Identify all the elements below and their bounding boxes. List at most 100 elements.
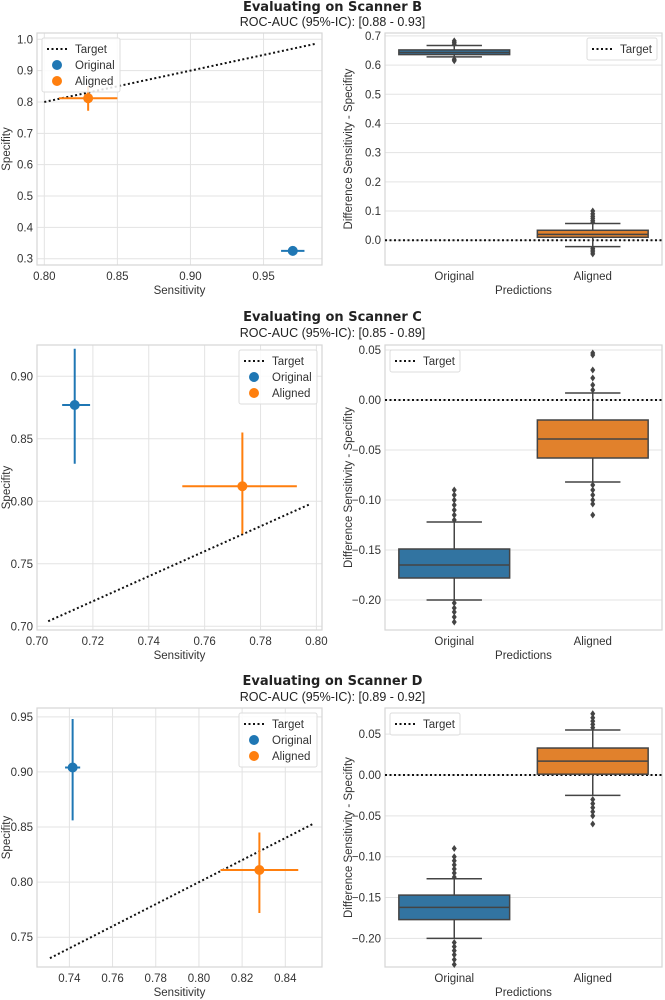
- panel-d-box-aligned-outlier: [590, 812, 596, 820]
- panel-b-scatter-xtick-label: 0.95: [252, 271, 274, 283]
- panel-d-box-aligned-outlier: [590, 796, 596, 804]
- panel-d-box-original-outlier: [451, 869, 457, 877]
- panel-b-scatter-ytick-label: 0.5: [17, 191, 33, 203]
- panel-d-scatter-original-point: [67, 762, 78, 773]
- panel-d-scatter-ylabel: Specifity: [1, 816, 13, 860]
- panel-c-scatter-ytick-label: 0.75: [11, 559, 33, 571]
- panel-b-box-ytick-label: 0.6: [365, 60, 381, 72]
- panel-d-scatter-xtick-label: 0.80: [188, 973, 210, 985]
- panel-d-box-aligned-outlier: [590, 714, 596, 722]
- panel-d-scatter-legend-original-swatch: [249, 735, 259, 745]
- panel-d-box-aligned-outlier: [590, 710, 596, 718]
- panel-c-scatter-xtick-label: 0.76: [193, 636, 215, 648]
- panel-d-box-original-outlier: [451, 845, 457, 853]
- panel-c-box-legend-label: Target: [423, 356, 456, 368]
- panel-c-scatter-legend-label: Aligned: [272, 388, 310, 400]
- panel-c-box-ytick-label: 0.00: [359, 395, 381, 407]
- row-c-title: Evaluating on Scanner C: [243, 310, 422, 325]
- row-b-subtitle: ROC-AUC (95%-IC): [0.88 - 0.93]: [239, 15, 426, 29]
- panel-b-scatter-xlabel: Sensitivity: [154, 285, 206, 297]
- panel-c-box-ylabel: Difference Sensitivity - Specifity: [343, 407, 355, 568]
- panel-c-box-xlabel: Predictions: [495, 650, 552, 662]
- panel-c-scatter-ytick-label: 0.80: [11, 496, 33, 508]
- panel-c-box-original-outlier: [451, 618, 457, 626]
- panel-c-scatter-original-point: [69, 400, 80, 410]
- panel-d-scatter-legend-label: Target: [272, 719, 305, 731]
- panel-c-scatter-ytick-label: 0.90: [11, 371, 33, 383]
- panel-c-scatter-xlabel: Sensitivity: [154, 650, 206, 662]
- panel-b-box-ytick-label: 0.0: [365, 235, 381, 247]
- panel-c-box-aligned-outlier: [590, 374, 596, 382]
- panel-c-box-ytick-label: −0.15: [352, 545, 381, 557]
- panel-d-scatter-xtick-label: 0.76: [101, 973, 123, 985]
- panel-b-box-xtick-label: Aligned: [574, 271, 612, 283]
- panel-d-box-ytick-label: 0.05: [359, 729, 381, 741]
- panel-b-box-original-outlier: [451, 57, 457, 65]
- panel-b-box-legend: [586, 37, 658, 61]
- panel-c-box-ytick-label: −0.10: [352, 495, 381, 507]
- panel-d-box-frame: [384, 707, 663, 968]
- panel-b-scatter-ytick-label: 0.8: [17, 97, 33, 109]
- panel-b-box-ytick-label: 0.2: [365, 177, 381, 189]
- panel-d-box-aligned-outlier: [590, 808, 596, 816]
- panel-c-scatter-xtick-label: 0.70: [26, 636, 48, 648]
- row-c-subtitle: ROC-AUC (95%-IC): [0.85 - 0.89]: [239, 326, 426, 340]
- panel-d-scatter-ytick-label: 0.85: [11, 822, 33, 834]
- panel-c-box-original-outlier: [451, 516, 457, 524]
- panel-b-scatter-frame: [36, 32, 323, 266]
- panel-c-box-original-outlier: [451, 491, 457, 499]
- panel-d-box-xtick-label: Original: [434, 973, 474, 985]
- panel-c-box-aligned-outlier: [590, 366, 596, 374]
- panel-d-scatter-legend-aligned-swatch: [249, 751, 259, 761]
- panel-b-box-ytick-label: 0.5: [365, 89, 381, 101]
- panel-c-box-ytick-label: −0.20: [352, 595, 381, 607]
- panel-c-box-original-outlier: [451, 604, 457, 612]
- panel-b-box-aligned-outlier: [590, 207, 596, 215]
- panel-c-box-original-outlier: [451, 613, 457, 621]
- panel-d-box-original-outlier: [451, 961, 457, 969]
- panel-b-box-frame: [384, 32, 663, 266]
- panel-c-box-original-box: [398, 548, 511, 579]
- panel-d-box-aligned-outlier: [590, 820, 596, 828]
- panel-d-box-original-outlier: [451, 938, 457, 946]
- panel-b-box-ytick-label: 0.1: [365, 206, 381, 218]
- panel-b-scatter-ylabel: Specifity: [1, 127, 13, 171]
- panel-b-scatter-xtick-label: 0.85: [106, 271, 128, 283]
- panel-b-scatter-legend: [41, 37, 121, 93]
- panel-c-box-original-outlier: [451, 511, 457, 519]
- panel-d-scatter-xlabel: Sensitivity: [154, 987, 206, 999]
- panel-c-box-ytick-label: 0.05: [359, 345, 381, 357]
- panel-d-box-original-outlier: [451, 951, 457, 959]
- panel-b-scatter-ytick-label: 1.0: [17, 34, 33, 46]
- panel-c-box-frame: [384, 344, 663, 631]
- panel-c-scatter-ytick-label: 0.85: [11, 434, 33, 446]
- panel-d-box-original-outlier: [451, 853, 457, 861]
- panel-c-box-aligned-outlier: [590, 349, 596, 357]
- panel-d-scatter-frame: [36, 707, 323, 968]
- panel-c-scatter-aligned-point: [237, 481, 248, 492]
- panel-d-box-original-outlier: [451, 943, 457, 951]
- panel-d-box-original-outlier: [451, 865, 457, 873]
- panel-c-box-original-outlier: [451, 501, 457, 509]
- panel-b-scatter-ytick-label: 0.3: [17, 254, 33, 266]
- panel-c-box-original-outlier: [451, 496, 457, 504]
- panel-b-box-xtick-label: Original: [434, 271, 474, 283]
- panel-d-box-ytick-label: −0.20: [352, 933, 381, 945]
- panel-c-box-aligned-outlier: [590, 496, 596, 504]
- panel-c-scatter-legend-label: Original: [272, 372, 312, 384]
- panel-c-box-aligned-outlier: [590, 486, 596, 494]
- panel-c-scatter-target-line: [47, 502, 312, 623]
- panel-d-box-ytick-label: −0.05: [352, 811, 381, 823]
- panel-b-scatter-aligned-point: [83, 93, 94, 104]
- panel-d-scatter-legend: [238, 712, 318, 768]
- panel-d-box-aligned-outlier: [590, 804, 596, 812]
- panel-c-box-original-outlier: [451, 486, 457, 494]
- panel-d-box-xtick-label: Aligned: [574, 973, 612, 985]
- panel-c-box-aligned-outlier: [590, 491, 596, 499]
- panel-b-box-xlabel: Predictions: [495, 285, 552, 297]
- panel-d-scatter-xtick-label: 0.84: [274, 973, 297, 985]
- panel-d-box-ylabel: Difference Sensitivity - Specifity: [343, 757, 355, 918]
- panel-d-scatter-target-line: [49, 822, 314, 960]
- panel-b-box-aligned-outlier: [590, 250, 596, 258]
